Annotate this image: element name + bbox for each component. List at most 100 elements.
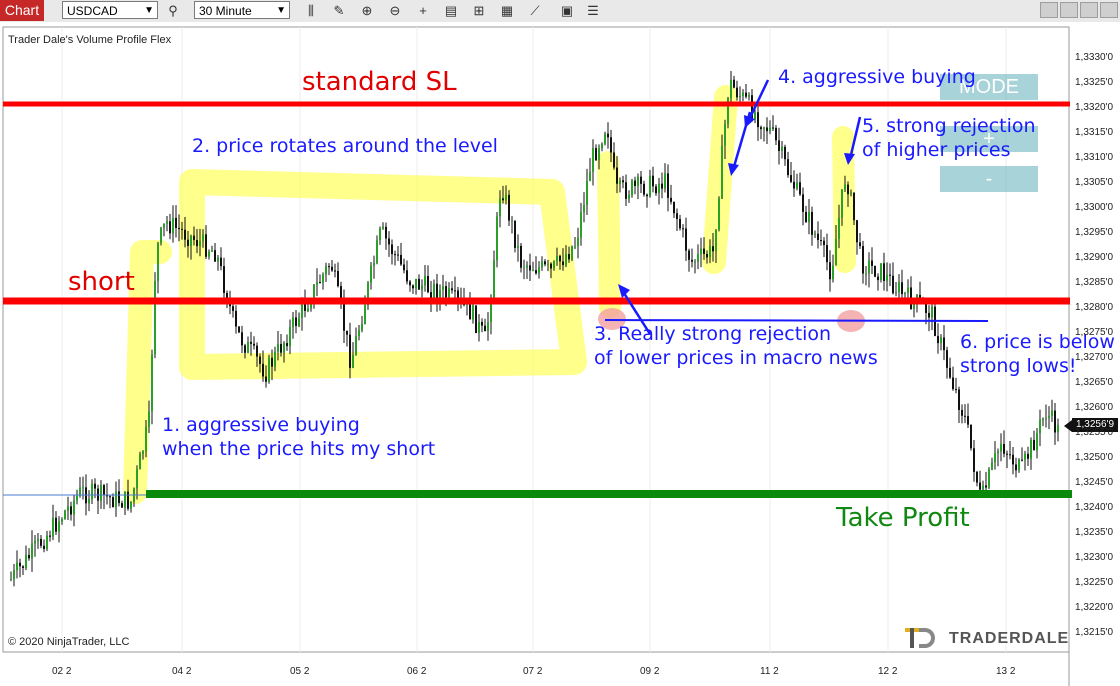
- candle-body: [388, 238, 390, 245]
- candle-body: [739, 95, 741, 98]
- candle-body: [766, 127, 768, 132]
- candle-body: [469, 301, 471, 320]
- candle-body: [529, 265, 531, 271]
- plus-button[interactable]: +: [940, 126, 1038, 152]
- candle-body: [424, 276, 426, 286]
- candle-body: [715, 229, 717, 252]
- arrow-rejection-low: [620, 289, 652, 335]
- annotation-5: 5. strong rejection of higher prices: [862, 115, 1036, 161]
- price-tick-label: 1,3285'0: [1075, 277, 1114, 288]
- candle-body: [295, 317, 297, 326]
- zoom-in-icon[interactable]: ⊕: [361, 3, 373, 18]
- annotation-1: 1. aggressive buying when the price hits…: [162, 414, 436, 460]
- highlight-rotation-box: [179, 169, 587, 380]
- price-tick-label: 1,3280'0: [1075, 302, 1114, 313]
- candle-body: [307, 308, 309, 311]
- price-tick-label: 1,3315'0: [1075, 127, 1114, 138]
- candle-body: [724, 123, 726, 146]
- candle-body: [214, 250, 216, 262]
- instrument-select[interactable]: USDCAD ▼: [62, 1, 158, 19]
- candle-body: [763, 127, 765, 130]
- candle-body: [898, 282, 900, 293]
- draw-icon[interactable]: ⟋: [530, 3, 540, 18]
- candle-body: [580, 212, 582, 238]
- rejection-marker: [598, 308, 626, 330]
- candle-body: [799, 182, 801, 195]
- maximize-button[interactable]: [1080, 2, 1098, 18]
- candle-body: [625, 182, 627, 199]
- minus-button[interactable]: -: [940, 166, 1038, 192]
- price-pointer: [1064, 420, 1072, 432]
- candle-body: [826, 245, 828, 263]
- arrow-buying-mid: [731, 111, 752, 171]
- candle-body: [559, 255, 561, 262]
- candle-body: [646, 194, 648, 197]
- candle-body: [376, 240, 378, 264]
- candle-body: [250, 341, 252, 344]
- candle-body: [229, 303, 231, 307]
- candle-body: [697, 254, 699, 262]
- candle-body: [418, 278, 420, 290]
- candle-body: [946, 350, 948, 368]
- candle-body: [907, 287, 909, 294]
- candle-body: [298, 317, 300, 326]
- candle-body: [196, 240, 198, 247]
- chart-canvas: [2, 26, 1072, 686]
- candle-body: [877, 276, 879, 281]
- price-tick-label: 1,3245'0: [1075, 477, 1114, 488]
- candle-body: [223, 266, 225, 293]
- annotation-take-profit: Take Profit: [836, 503, 970, 533]
- chevron-down-icon: ▼: [144, 5, 154, 16]
- price-chart[interactable]: Trader Dale's Volume Profile Flex © 2020…: [0, 22, 1120, 686]
- candle-body: [976, 471, 978, 483]
- candle-body: [373, 263, 375, 266]
- candle-body: [478, 321, 480, 333]
- properties-icon[interactable]: ▤: [444, 3, 458, 18]
- candle-body: [319, 281, 321, 283]
- mode-button[interactable]: MODE: [940, 74, 1038, 100]
- pencil-icon[interactable]: ✎: [333, 3, 345, 18]
- candle-body: [364, 305, 366, 325]
- crosshair-icon[interactable]: +: [419, 3, 427, 18]
- candle-body: [340, 286, 342, 303]
- candle-body: [64, 510, 66, 520]
- minimize-button[interactable]: [1040, 2, 1058, 18]
- indicators-icon[interactable]: ⊞: [473, 3, 485, 18]
- candle-body: [514, 220, 516, 248]
- time-tick-label: 11 2: [760, 666, 779, 677]
- options-icon[interactable]: ▣: [560, 3, 574, 18]
- candle-body: [604, 133, 606, 144]
- candle-body: [391, 244, 393, 255]
- restore-button[interactable]: [1060, 2, 1078, 18]
- list-icon[interactable]: ☰: [587, 3, 599, 18]
- candle-body: [553, 261, 555, 269]
- arrow-buying-top: [746, 79, 770, 123]
- candle-body: [955, 389, 957, 391]
- zoom-out-icon[interactable]: ⊖: [389, 3, 401, 18]
- candle-body: [793, 181, 795, 189]
- candle-body: [52, 517, 54, 537]
- price-tick-label: 1,3255'0: [1075, 427, 1114, 438]
- candle-body: [19, 562, 21, 567]
- time-tick-label: 04 2: [172, 666, 192, 677]
- candle-body: [292, 317, 294, 328]
- candle-body: [442, 286, 444, 290]
- candle-body: [331, 266, 333, 271]
- strategies-icon[interactable]: ▦: [500, 3, 514, 18]
- chart-tab[interactable]: Chart: [0, 0, 44, 21]
- candle-body: [493, 260, 495, 299]
- candle-body: [979, 482, 981, 490]
- close-button[interactable]: [1100, 2, 1118, 18]
- candle-body: [10, 579, 12, 581]
- candle-body: [964, 415, 966, 417]
- bar-chart-icon[interactable]: ⫼: [308, 3, 314, 18]
- price-tick-label: 1,3330'0: [1075, 52, 1114, 63]
- candle-body: [262, 363, 264, 377]
- candle-body: [814, 233, 816, 235]
- search-icon[interactable]: ⚲: [168, 3, 178, 18]
- candle-body: [775, 127, 777, 141]
- candle-body: [382, 226, 384, 229]
- candle-body: [337, 271, 339, 287]
- candle-body: [895, 292, 897, 294]
- timeframe-select[interactable]: 30 Minute ▼: [194, 1, 290, 19]
